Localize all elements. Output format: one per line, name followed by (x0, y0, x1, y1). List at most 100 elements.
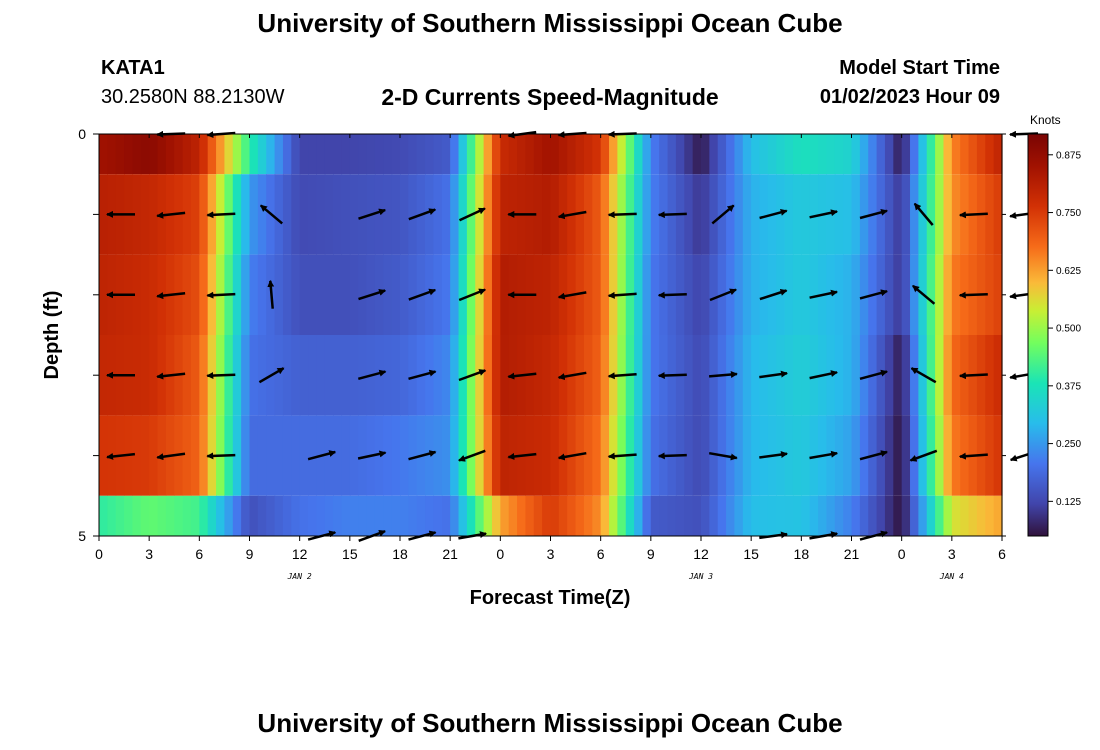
heatmap-cell (709, 134, 719, 175)
x-tick-label: 0 (95, 546, 103, 562)
heatmap-cell (926, 174, 936, 255)
heatmap-cell (759, 174, 769, 255)
heatmap-cell (801, 134, 811, 175)
heatmap-cell (617, 495, 627, 536)
heatmap-cell (291, 335, 301, 416)
heatmap-cell (425, 254, 435, 335)
heatmap-cell (943, 495, 953, 536)
heatmap-cell (241, 254, 251, 335)
heatmap-cell (207, 495, 217, 536)
heatmap-cell (308, 335, 317, 416)
current-vector-arrow (357, 369, 387, 381)
heatmap-cell (475, 174, 485, 255)
heatmap-cell (935, 134, 945, 175)
heatmap-cell (333, 335, 343, 416)
heatmap-cell (450, 335, 460, 416)
heatmap-cell (308, 415, 317, 496)
heatmap-cell (383, 335, 393, 416)
heatmap-cell (525, 134, 535, 175)
heatmap-cell (567, 134, 577, 175)
heatmap-cell (759, 134, 769, 175)
heatmap-cell (650, 335, 660, 416)
current-vectors (106, 130, 1039, 542)
heatmap-cell (333, 495, 343, 536)
heatmap-cell (257, 335, 267, 416)
heatmap-cell (358, 415, 368, 496)
heatmap-cell (851, 174, 861, 255)
heatmap-cell (550, 415, 560, 496)
heatmap-cell (324, 254, 334, 335)
colorbar-units: Knots (1030, 113, 1061, 127)
heatmap-cell (692, 174, 702, 255)
heatmap-cell (600, 335, 610, 416)
heatmap-cell (809, 254, 819, 335)
heatmap-cell (834, 415, 844, 496)
heatmap-cell (374, 254, 384, 335)
y-axis-title: Depth (ft) (41, 291, 63, 380)
current-vector-arrow (657, 291, 687, 299)
heatmap-cell (400, 415, 409, 496)
heatmap-cell (784, 254, 794, 335)
heatmap-cell (491, 254, 501, 335)
heatmap-cell (408, 134, 418, 175)
heatmap-cell (801, 174, 811, 255)
heatmap-cell (701, 415, 710, 496)
heatmap-cell (625, 134, 635, 175)
heatmap-cell (935, 254, 945, 335)
current-vector-arrow (408, 288, 437, 301)
heatmap-cell (182, 174, 192, 255)
station-id: KATA1 (101, 57, 165, 79)
heatmap-cell (232, 495, 242, 536)
heatmap-cell (149, 495, 159, 536)
heatmap-cell (450, 415, 460, 496)
heatmap-cell (324, 174, 334, 255)
heatmap-cell (834, 174, 844, 255)
x-tick-label: 18 (392, 546, 408, 562)
heatmap-cell (199, 335, 209, 416)
current-vector-arrow (206, 211, 236, 219)
heatmap-cell (884, 335, 894, 416)
heatmap-cell (692, 134, 702, 175)
colorbar-tick-label: 0.500 (1056, 324, 1081, 335)
heatmap-cell (709, 254, 719, 335)
current-vector-arrow (156, 372, 186, 380)
current-vector-arrow (958, 291, 988, 299)
heatmap-cell (792, 495, 802, 536)
heatmap-cell (926, 335, 936, 416)
current-vector-arrow (557, 451, 587, 461)
heatmap-cell (634, 254, 644, 335)
heatmap-cell (266, 495, 276, 536)
current-vector-arrow (958, 452, 988, 460)
current-vector-arrow (258, 367, 285, 384)
heatmap-cell (333, 134, 343, 175)
heatmap-cell (500, 134, 510, 175)
heatmap-cell (542, 495, 552, 536)
heatmap-cell (257, 134, 267, 175)
heatmap-cell (99, 174, 108, 255)
heatmap-cell (625, 495, 635, 536)
heatmap-cell (241, 415, 251, 496)
heatmap-cell (199, 415, 209, 496)
heatmap-cell (884, 254, 894, 335)
heatmap-cell (751, 415, 761, 496)
heatmap-cell (358, 335, 368, 416)
heatmap-cell (282, 335, 292, 416)
heatmap-cell (441, 254, 451, 335)
heatmap-cell (324, 335, 334, 416)
heatmap-cell (140, 335, 150, 416)
heatmap-cell (734, 495, 744, 536)
heatmap-cell (542, 335, 552, 416)
heatmap-cell (491, 415, 501, 496)
heatmap-cell (826, 134, 836, 175)
heatmap-cell (692, 415, 702, 496)
heatmap-cell (257, 254, 267, 335)
heatmap-cell (843, 134, 853, 175)
heatmap-cell (140, 174, 150, 255)
heatmap-cell (809, 134, 819, 175)
heatmap-cell (358, 254, 368, 335)
heatmap-cell (893, 335, 903, 416)
current-vector-arrow (607, 452, 637, 460)
colorbar-tick-label: 0.625 (1056, 266, 1081, 277)
heatmap-cell (792, 174, 802, 255)
